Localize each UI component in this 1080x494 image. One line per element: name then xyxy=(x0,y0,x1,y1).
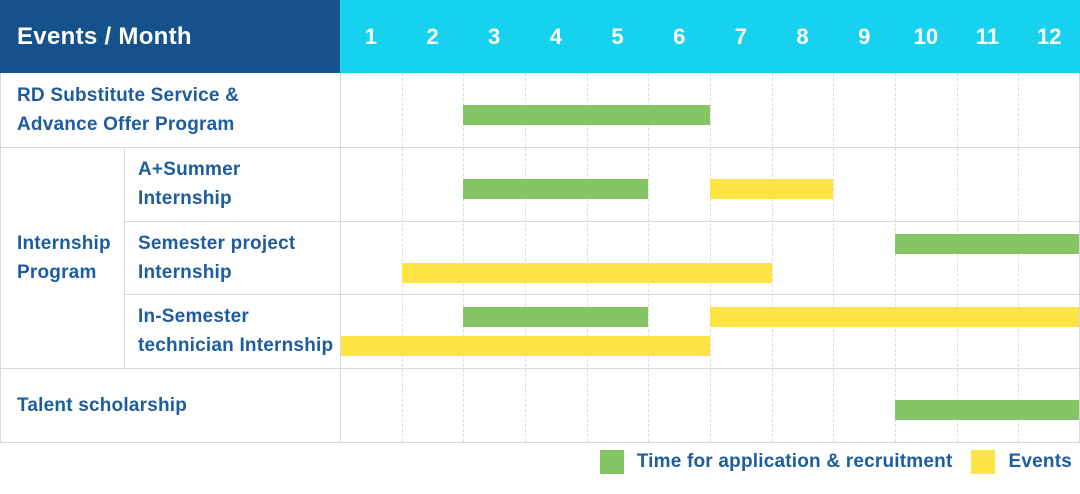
gantt-bar-recruitment xyxy=(463,179,649,199)
gantt-bar-recruitment xyxy=(895,400,1080,420)
gantt-bar-event xyxy=(340,336,710,356)
row-border xyxy=(0,368,1080,369)
month-gridline xyxy=(895,73,896,442)
label-line: A+Summer xyxy=(138,159,241,180)
month-header-cell: 12 xyxy=(1036,23,1062,49)
month-header-cell: 6 xyxy=(673,23,686,49)
month-header-cell: 11 xyxy=(975,23,1000,49)
month-gridline xyxy=(710,73,711,442)
month-gridline xyxy=(771,73,773,442)
month-gridline xyxy=(833,73,835,442)
group-label: Internship Program xyxy=(0,147,124,368)
label-line: technician Internship xyxy=(138,335,334,356)
month-header-cell: 7 xyxy=(734,23,747,49)
row-border xyxy=(0,442,1080,443)
sub-row-label: A+Summer Internship xyxy=(124,147,340,221)
row-border xyxy=(124,294,1080,295)
row-border xyxy=(0,147,1080,148)
legend-swatch-recruitment xyxy=(599,450,624,474)
legend: Time for application & recruitment Events xyxy=(0,450,1072,474)
month-header-cell: 8 xyxy=(796,23,809,49)
gantt-bar-recruitment xyxy=(895,234,1080,254)
label-line: Program xyxy=(17,261,97,283)
gantt-bar-event xyxy=(710,307,1080,327)
sub-row-label: Semester project Internship xyxy=(124,221,340,294)
gantt-bar-event xyxy=(401,263,772,283)
column-border xyxy=(0,73,1,442)
month-header-cell: 5 xyxy=(611,23,624,49)
legend-label: Events xyxy=(1008,451,1072,472)
label-line: In-Semester xyxy=(138,306,249,327)
month-header-cell: 4 xyxy=(549,23,562,49)
legend-item-event: Events xyxy=(971,450,1072,474)
label-line: Internship xyxy=(17,232,111,254)
label-line: Talent scholarship xyxy=(17,394,188,416)
label-line: Advance Offer Program xyxy=(17,114,235,135)
corner-header-cell: Events / Month xyxy=(0,0,340,73)
month-gridline xyxy=(648,73,650,442)
month-gridline xyxy=(525,73,526,442)
legend-label: Time for application & recruitment xyxy=(636,451,953,472)
month-gridline xyxy=(586,73,588,442)
month-gridline xyxy=(1018,73,1020,442)
month-gridline xyxy=(956,73,958,442)
chart-title: Events / Month xyxy=(17,22,192,50)
row-border xyxy=(124,221,1080,222)
month-header-cell: 3 xyxy=(488,23,501,49)
column-border xyxy=(124,147,125,368)
label-line: Internship xyxy=(138,188,232,209)
gantt-bar-recruitment xyxy=(463,105,710,125)
month-header-cell: 1 xyxy=(364,23,377,49)
row-label: Talent scholarship xyxy=(0,368,340,442)
legend-swatch-event xyxy=(971,450,996,474)
month-gridline xyxy=(463,73,465,442)
row-label: RD Substitute Service & Advance Offer Pro… xyxy=(0,73,340,147)
label-line: Semester project xyxy=(138,232,296,254)
label-line: RD Substitute Service & xyxy=(17,85,240,106)
month-header-cell: 2 xyxy=(426,23,439,49)
month-header-row: 1 2 3 4 5 6 7 8 9 10 11 12 xyxy=(340,0,1080,73)
column-border xyxy=(340,73,341,442)
gantt-bar-recruitment xyxy=(463,307,649,327)
legend-item-recruitment: Time for application & recruitment xyxy=(599,450,953,474)
sub-row-label: In-Semester technician Internship xyxy=(124,294,340,368)
month-gridline xyxy=(401,73,403,442)
label-line: Internship xyxy=(138,261,232,283)
month-header-cell: 9 xyxy=(858,23,871,49)
gantt-bar-event xyxy=(710,179,834,199)
month-header-cell: 10 xyxy=(913,23,939,49)
